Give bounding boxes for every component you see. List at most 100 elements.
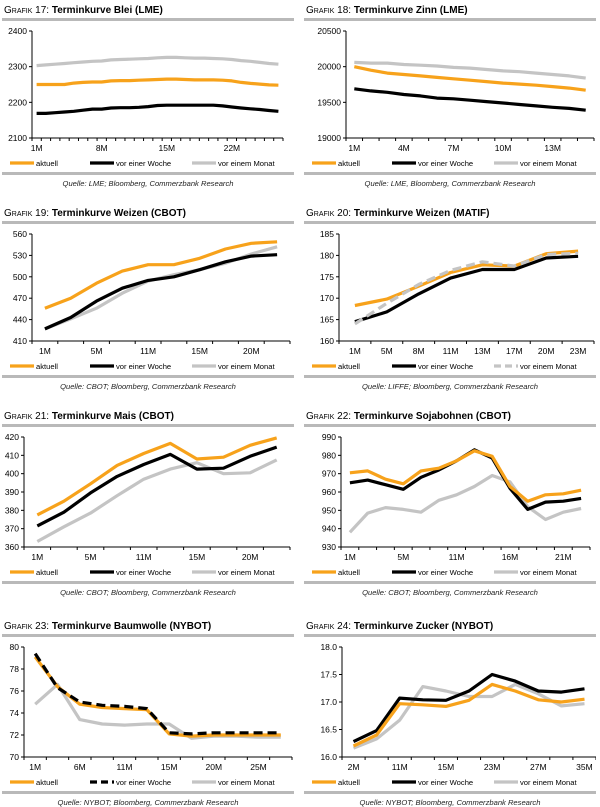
- legend-label: aktuell: [338, 159, 360, 168]
- chart-number: Grafik 20:: [306, 208, 352, 219]
- series-line-aktuell: [353, 65, 586, 92]
- y-tick-label: 18.0: [320, 642, 337, 652]
- legend-label: vor einem Monat: [218, 568, 275, 577]
- x-tick-label: 23M: [484, 762, 501, 772]
- series-line-vor-einer-woche: [44, 253, 278, 331]
- x-tick-label: 6M: [74, 762, 86, 772]
- series-line-aktuell: [349, 449, 582, 503]
- x-tick-label: 1M: [31, 143, 43, 153]
- legend: aktuell vor einer Woche vor einem Monat: [312, 568, 577, 577]
- chart-number: Grafik 21:: [4, 411, 50, 422]
- x-tick-label: 5M: [397, 552, 409, 562]
- x-tick-label: 1M: [344, 552, 356, 562]
- y-tick-label: 410: [5, 450, 19, 460]
- chart-source: Quelle: CBOT; Bloomberg, Commerzbank Res…: [362, 588, 538, 597]
- chart-number: Grafik 19:: [4, 208, 50, 219]
- x-tick-label: 15M: [159, 143, 176, 153]
- legend-divider: [2, 375, 294, 378]
- chart-title: Grafik 20: Terminkurve Weizen (MATIF): [304, 207, 596, 220]
- chart-panel-g18: Grafik 18: Terminkurve Zinn (LME) 19000 19…: [304, 4, 596, 188]
- chart-title-text: Terminkurve Mais (CBOT): [49, 411, 174, 422]
- chart-panel-g17: Grafik 17: Terminkurve Blei (LME) 2100 220…: [2, 4, 294, 188]
- x-tick-label: 1M: [349, 346, 361, 356]
- series-line-vor-einem-monat: [34, 682, 281, 740]
- y-tick-label: 165: [320, 315, 334, 325]
- legend-label: vor einem Monat: [520, 159, 577, 168]
- chart-title-text: Terminkurve Sojabohnen (CBOT): [351, 411, 511, 422]
- legend-label: aktuell: [36, 362, 58, 371]
- legend-label: vor einer Woche: [418, 568, 473, 577]
- line-chart: 16.0 16.5 17.0 17.5 18.0 2M 11M 15M 23M 27M 35M akt…: [312, 642, 596, 787]
- legend-label: aktuell: [36, 778, 58, 787]
- x-tick-label: 1M: [348, 143, 360, 153]
- legend: aktuell vor einer Woche vor einem Monat: [10, 159, 275, 168]
- line-chart: 360 370 380 390 400 410 420 1M 5M 11M 15M 20M aktuel…: [5, 432, 291, 577]
- y-tick-label: 930: [322, 542, 336, 552]
- y-tick-label: 980: [322, 450, 336, 460]
- y-tick-label: 80: [10, 642, 20, 652]
- legend-label: aktuell: [338, 778, 360, 787]
- x-tick-label: 15M: [161, 762, 178, 772]
- legend: aktuell vor einer Woche vor einem Monat: [312, 159, 577, 168]
- x-tick-label: 25M: [250, 762, 267, 772]
- y-tick-label: 530: [13, 250, 27, 260]
- chart-number: Grafik 18:: [306, 5, 352, 16]
- legend-label: vor einer Woche: [418, 778, 473, 787]
- y-tick-label: 175: [320, 272, 334, 282]
- y-tick-label: 390: [5, 487, 19, 497]
- x-tick-label: 20M: [538, 346, 555, 356]
- x-tick-label: 1M: [39, 346, 51, 356]
- chart-source: Quelle: CBOT; Bloomberg, Commerzbank Res…: [60, 588, 236, 597]
- chart-title: Grafik 18: Terminkurve Zinn (LME): [304, 4, 596, 17]
- series-line-aktuell: [36, 436, 278, 517]
- x-tick-label: 5M: [91, 346, 103, 356]
- x-tick-label: 2M: [348, 762, 360, 772]
- series-line-vor-einer-woche: [36, 103, 279, 116]
- x-tick-label: 27M: [530, 762, 547, 772]
- x-tick-label: 16M: [502, 552, 519, 562]
- y-tick-label: 170: [320, 293, 334, 303]
- chart-title: Grafik 22: Terminkurve Sojabohnen (CBOT): [304, 410, 596, 423]
- y-tick-label: 180: [320, 250, 334, 260]
- x-tick-label: 17M: [506, 346, 523, 356]
- line-chart: 410 440 470 500 530 560 1M 5M 11M 15M 20M aktuell vo…: [10, 229, 291, 371]
- x-tick-label: 4M: [398, 143, 410, 153]
- y-tick-label: 970: [322, 469, 336, 479]
- chart-title: Grafik 21: Terminkurve Mais (CBOT): [2, 410, 294, 423]
- legend-label: vor einem Monat: [520, 568, 577, 577]
- legend-label: vor einer Woche: [116, 568, 171, 577]
- legend-label: vor einer Woche: [116, 362, 171, 371]
- series-line-vor-einem-monat: [36, 55, 279, 68]
- y-tick-label: 560: [13, 229, 27, 239]
- legend-divider: [2, 172, 294, 175]
- series-line-vor-einer-woche: [36, 445, 278, 528]
- legend-label: vor einem Monat: [218, 362, 275, 371]
- legend-label: vor einer Woche: [418, 362, 473, 371]
- chart-panel-g22: Grafik 22: Terminkurve Sojabohnen (CBOT)…: [304, 410, 596, 597]
- line-chart: 2100 2200 2300 2400 1M 8M 15M 22M aktuell vor ein…: [8, 26, 284, 168]
- legend-label: vor einem Monat: [218, 159, 275, 168]
- line-chart: 19000 19500 20000 20500 1M 4M 7M 10M 13M aktuell v…: [312, 26, 595, 168]
- legend-label: vor einer Woche: [116, 778, 171, 787]
- series-line-vor-einem-monat: [354, 60, 586, 80]
- legend-label: aktuell: [338, 362, 360, 371]
- x-tick-label: 5M: [381, 346, 393, 356]
- y-tick-label: 78: [10, 664, 20, 674]
- y-tick-label: 76: [10, 686, 20, 696]
- series-line-vor-einem-monat: [36, 458, 278, 543]
- x-tick-label: 35M: [576, 762, 593, 772]
- y-tick-label: 400: [5, 469, 19, 479]
- x-tick-label: 23M: [570, 346, 587, 356]
- line-chart: 930 940 950 960 970 980 990 1M 5M 11M 16M 21M aktuel…: [312, 432, 591, 577]
- y-tick-label: 500: [13, 272, 27, 282]
- y-tick-label: 70: [10, 752, 20, 762]
- chart-title-text: Terminkurve Baumwolle (NYBOT): [49, 621, 212, 632]
- y-tick-label: 370: [5, 524, 19, 534]
- x-tick-label: 11M: [136, 552, 152, 562]
- y-tick-label: 470: [13, 293, 27, 303]
- chart-title-text: Terminkurve Blei (LME): [49, 5, 163, 16]
- y-tick-label: 19500: [317, 97, 341, 107]
- y-tick-label: 360: [5, 542, 19, 552]
- chart-title-text: Terminkurve Zinn (LME): [351, 5, 468, 16]
- legend-divider: [304, 375, 596, 378]
